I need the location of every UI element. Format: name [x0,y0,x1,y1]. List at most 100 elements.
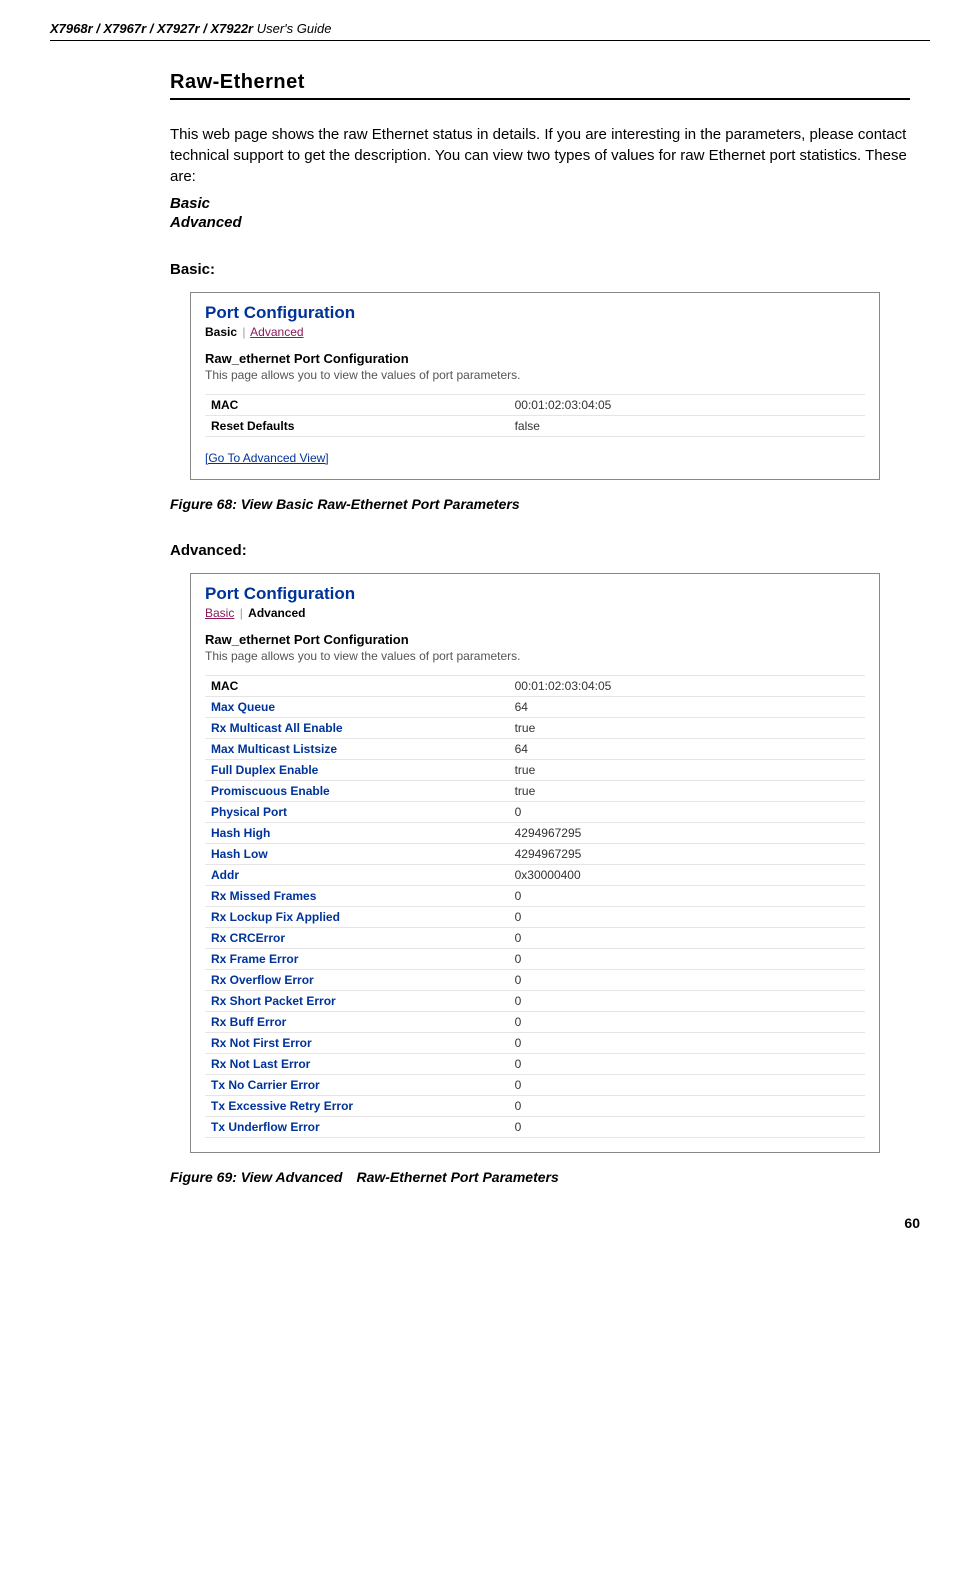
param-value: 64 [509,697,865,718]
param-name: Promiscuous Enable [205,781,509,802]
figure-69-caption: Figure 69: View Advanced Raw-Ethernet Po… [170,1169,910,1185]
param-name: Tx No Carrier Error [205,1075,509,1096]
param-name: Rx Overflow Error [205,970,509,991]
tab-basic[interactable]: Basic [205,325,237,339]
table-row: Rx Frame Error0 [205,949,865,970]
advanced-tab-row: Basic | Advanced [205,606,865,620]
header-guide: User's Guide [253,21,331,36]
tab-separator: | [238,606,245,620]
table-row: Tx Underflow Error0 [205,1117,865,1138]
param-value: 0 [509,1117,865,1138]
table-row: Rx Not First Error0 [205,1033,865,1054]
param-value: 0 [509,1054,865,1075]
param-value: 0x30000400 [509,865,865,886]
table-row: MAC00:01:02:03:04:05 [205,395,865,416]
param-name: Rx Buff Error [205,1012,509,1033]
table-row: Addr0x30000400 [205,865,865,886]
param-value: false [509,416,865,437]
basic-heading: Basic: [170,261,910,278]
table-row: Hash Low4294967295 [205,844,865,865]
advanced-heading: Advanced: [170,542,910,559]
param-value: 00:01:02:03:04:05 [509,676,865,697]
param-value: 0 [509,1075,865,1096]
param-value: true [509,781,865,802]
param-name: Max Multicast Listsize [205,739,509,760]
param-name: Hash Low [205,844,509,865]
param-name: Addr [205,865,509,886]
page-number: 60 [50,1215,920,1231]
table-row: Tx Excessive Retry Error0 [205,1096,865,1117]
param-value: 4294967295 [509,844,865,865]
param-name: Hash High [205,823,509,844]
table-row: Max Queue64 [205,697,865,718]
param-name: Rx Multicast All Enable [205,718,509,739]
table-row: Rx Multicast All Enabletrue [205,718,865,739]
param-name: Rx Not Last Error [205,1054,509,1075]
type-advanced: Advanced [170,214,910,231]
param-name: MAC [205,395,509,416]
param-name: Rx CRCError [205,928,509,949]
figure-68-caption: Figure 68: View Basic Raw-Ethernet Port … [170,496,910,512]
param-name: Full Duplex Enable [205,760,509,781]
advanced-param-table: MAC00:01:02:03:04:05Max Queue64Rx Multic… [205,675,865,1138]
basic-panel-title: Port Configuration [205,303,865,323]
tab-advanced-link[interactable]: Advanced [250,325,303,339]
param-value: true [509,760,865,781]
param-name: Rx Frame Error [205,949,509,970]
table-row: Max Multicast Listsize64 [205,739,865,760]
tab-advanced[interactable]: Advanced [248,606,305,620]
param-name: MAC [205,676,509,697]
param-name: Rx Missed Frames [205,886,509,907]
param-value: 00:01:02:03:04:05 [509,395,865,416]
param-name: Max Queue [205,697,509,718]
param-value: 0 [509,1096,865,1117]
type-basic: Basic [170,195,910,212]
table-row: Rx Short Packet Error0 [205,991,865,1012]
param-value: true [509,718,865,739]
table-row: Reset Defaultsfalse [205,416,865,437]
table-row: Rx Not Last Error0 [205,1054,865,1075]
param-name: Tx Underflow Error [205,1117,509,1138]
param-value: 0 [509,991,865,1012]
param-name: Tx Excessive Retry Error [205,1096,509,1117]
table-row: MAC00:01:02:03:04:05 [205,676,865,697]
param-value: 0 [509,970,865,991]
param-value: 4294967295 [509,823,865,844]
table-row: Rx Missed Frames0 [205,886,865,907]
table-row: Tx No Carrier Error0 [205,1075,865,1096]
intro-text: This web page shows the raw Ethernet sta… [170,124,910,187]
basic-raw-title: Raw_ethernet Port Configuration [205,351,865,366]
param-value: 0 [509,1012,865,1033]
table-row: Hash High4294967295 [205,823,865,844]
advanced-panel-title: Port Configuration [205,584,865,604]
param-name: Rx Lockup Fix Applied [205,907,509,928]
tab-separator: | [240,325,247,339]
basic-panel: Port Configuration Basic | Advanced Raw_… [190,292,880,480]
param-value: 0 [509,949,865,970]
param-name: Rx Not First Error [205,1033,509,1054]
tab-basic-link[interactable]: Basic [205,606,234,620]
param-value: 0 [509,907,865,928]
table-row: Physical Port0 [205,802,865,823]
table-row: Rx CRCError0 [205,928,865,949]
param-name: Rx Short Packet Error [205,991,509,1012]
param-name: Reset Defaults [205,416,509,437]
advanced-raw-title: Raw_ethernet Port Configuration [205,632,865,647]
table-row: Full Duplex Enabletrue [205,760,865,781]
header-models: X7968r / X7967r / X7927r / X7922r [50,21,253,36]
param-value: 0 [509,802,865,823]
table-row: Rx Buff Error0 [205,1012,865,1033]
advanced-raw-sub: This page allows you to view the values … [205,649,865,663]
param-value: 0 [509,1033,865,1054]
param-value: 64 [509,739,865,760]
param-value: 0 [509,928,865,949]
table-row: Promiscuous Enabletrue [205,781,865,802]
basic-raw-sub: This page allows you to view the values … [205,368,865,382]
advanced-panel: Port Configuration Basic | Advanced Raw_… [190,573,880,1153]
table-row: Rx Overflow Error0 [205,970,865,991]
goto-advanced-link[interactable]: [Go To Advanced View] [205,451,865,465]
param-value: 0 [509,886,865,907]
param-name: Physical Port [205,802,509,823]
basic-param-table: MAC00:01:02:03:04:05Reset Defaultsfalse [205,394,865,437]
basic-tab-row: Basic | Advanced [205,325,865,339]
